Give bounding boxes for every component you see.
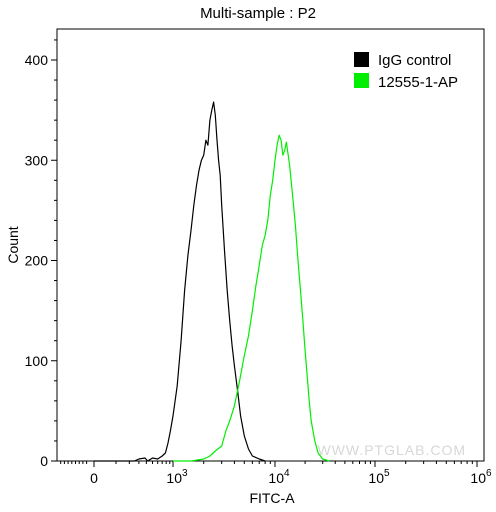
- y-tick-label: 200: [25, 253, 49, 269]
- x-tick-label: 103: [166, 468, 188, 486]
- chart-title: Multi-sample : P2: [200, 5, 316, 22]
- legend-label-igg-control: IgG control: [378, 52, 451, 69]
- y-tick-label: 400: [25, 52, 49, 68]
- x-tick-label: 104: [268, 468, 290, 486]
- x-tick-label: 106: [470, 468, 492, 486]
- y-tick-label: 100: [25, 353, 49, 369]
- x-axis-label: FITC-A: [249, 490, 295, 506]
- plot-frame: [56, 28, 485, 462]
- x-tick-label: 0: [90, 470, 98, 486]
- series-group: [94, 101, 330, 462]
- legend-label-12555-1-ap: 12555-1-AP: [378, 74, 458, 91]
- x-tick-label: 105: [368, 468, 390, 486]
- series-line-igg-control: [94, 101, 266, 462]
- series-line-12555-1-ap: [173, 134, 330, 462]
- legend-swatch-igg-control: [354, 52, 369, 67]
- legend: IgG control 12555-1-AP: [354, 52, 458, 91]
- y-tick-label: 300: [25, 152, 49, 168]
- y-tick-label: 0: [40, 453, 48, 469]
- watermark: WWW.PTGLAB.COM: [317, 442, 466, 458]
- y-axis: 0 100 200 300 400: [25, 39, 57, 469]
- y-axis-label: Count: [5, 226, 21, 263]
- x-axis: 0 103 104 105 106: [60, 461, 492, 486]
- legend-swatch-12555-1-ap: [354, 73, 369, 88]
